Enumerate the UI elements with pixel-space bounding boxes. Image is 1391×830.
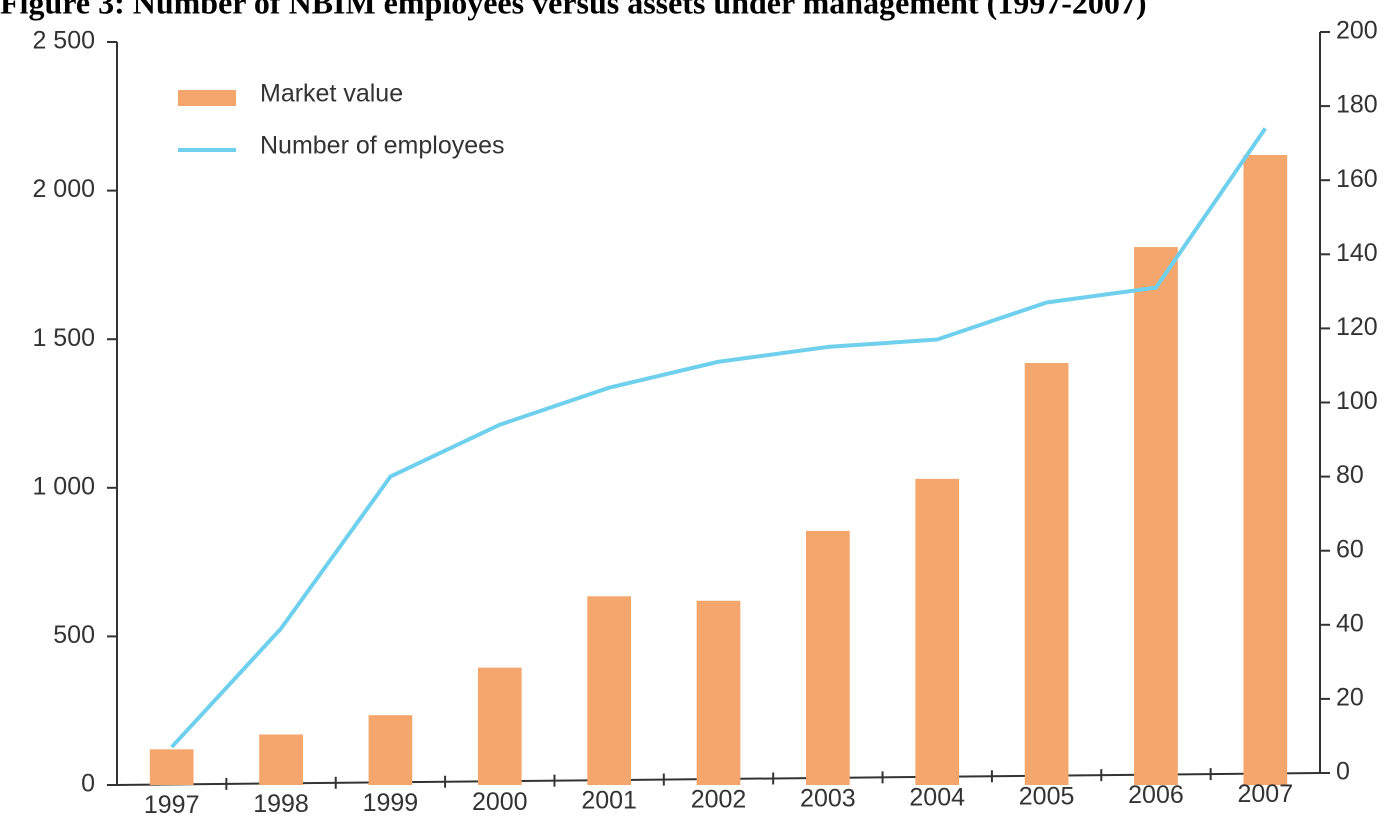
y-tick-label: 2 500 <box>32 27 95 55</box>
x-tick-label: 2000 <box>472 788 528 816</box>
bar <box>587 596 632 785</box>
legend-label: Market value <box>260 80 403 108</box>
bar <box>477 667 522 785</box>
y2-tick-label: 40 <box>1336 609 1364 637</box>
legend-label: Number of employees <box>260 132 505 160</box>
y2-tick-label: 140 <box>1336 239 1378 267</box>
x-tick-label: 2006 <box>1128 781 1184 809</box>
y2-tick-label: 180 <box>1336 91 1378 119</box>
x-tick-label: 2005 <box>1019 782 1075 810</box>
bar <box>368 715 413 785</box>
bar <box>805 530 850 785</box>
y2-tick-label: 120 <box>1336 313 1378 341</box>
y2-tick-label: 20 <box>1336 684 1364 712</box>
bar <box>915 478 960 785</box>
legend-swatch <box>178 90 236 106</box>
bar <box>1243 154 1288 785</box>
y-tick-label: 0 <box>81 770 95 798</box>
bar <box>696 600 741 785</box>
chart-title: Figure 3: Number of NBIM employees versu… <box>0 0 1147 20</box>
bar <box>1024 362 1069 785</box>
bar <box>149 749 194 785</box>
y2-tick-label: 0 <box>1336 758 1350 786</box>
x-tick-label: 2003 <box>800 785 856 813</box>
x-tick-label: 1999 <box>363 789 419 817</box>
line <box>170 127 1267 749</box>
x-tick-label: 2007 <box>1238 780 1294 808</box>
y2-tick-label: 100 <box>1336 387 1378 415</box>
x-tick-label: 1998 <box>253 790 309 818</box>
x-tick-label: 2004 <box>909 783 965 811</box>
y-tick-label: 1 500 <box>32 324 95 352</box>
y-tick-label: 1 000 <box>32 472 95 500</box>
x-tick-label: 2002 <box>691 786 747 814</box>
x-tick-label: 2001 <box>581 787 637 815</box>
y-tick-label: 500 <box>53 621 95 649</box>
x-tick-label: 1997 <box>144 791 200 819</box>
y-tick-label: 2 000 <box>32 175 95 203</box>
y2-tick-label: 160 <box>1336 165 1378 193</box>
bar <box>1134 247 1178 785</box>
y2-tick-label: 80 <box>1336 461 1364 489</box>
bar <box>259 734 303 785</box>
y2-tick-label: 60 <box>1336 535 1364 563</box>
y2-tick-label: 200 <box>1336 17 1378 45</box>
